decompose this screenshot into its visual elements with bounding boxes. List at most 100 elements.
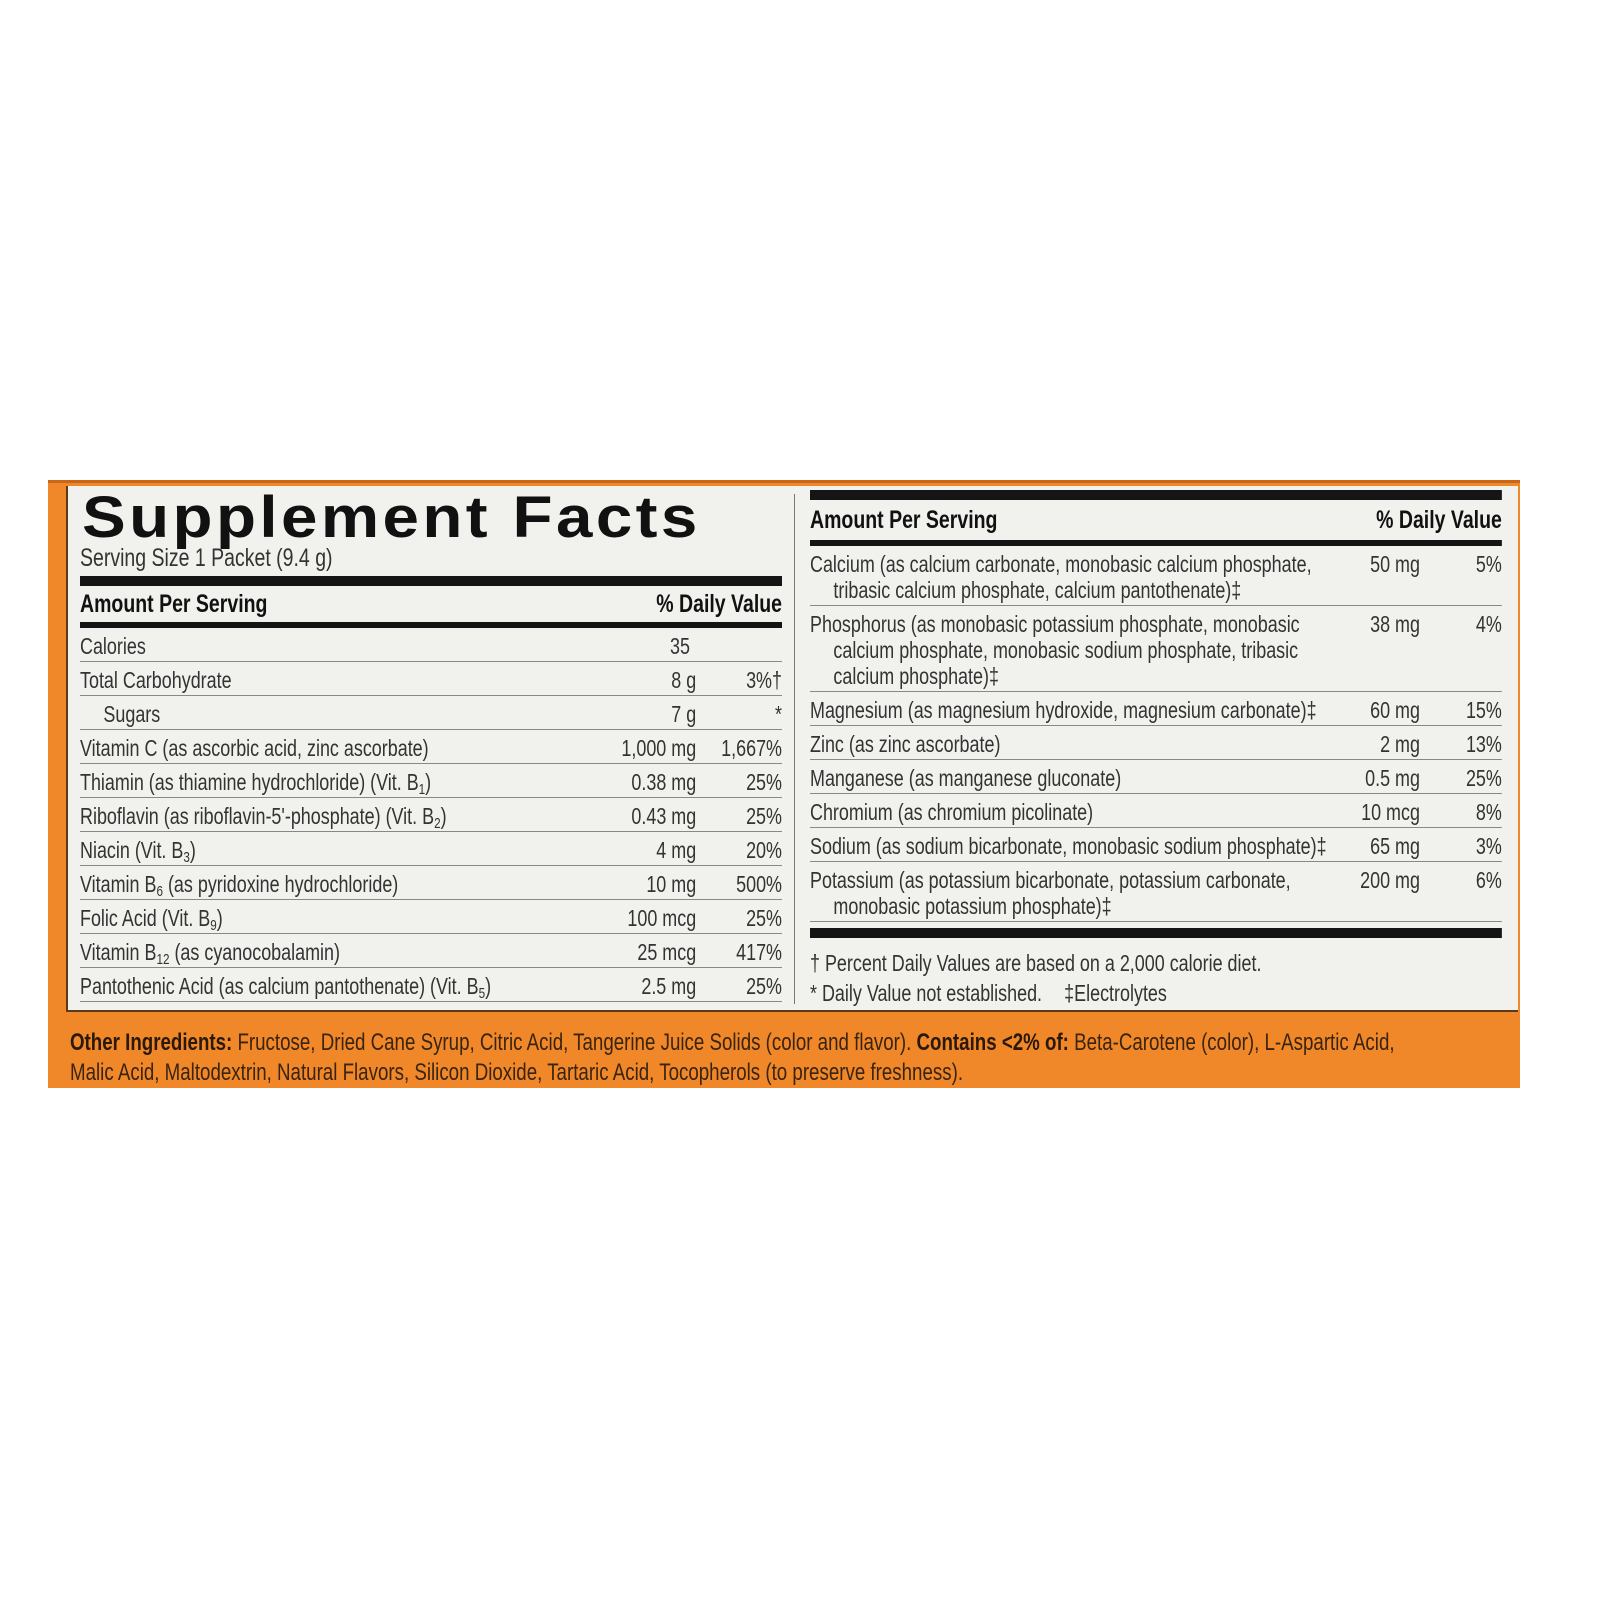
nutrient-name-text: Zinc (as zinc ascorbate): [810, 731, 1001, 757]
nutrient-name: Sugars: [103, 701, 160, 727]
nutrient-amount: 35: [669, 633, 690, 659]
nutrient-amount: 0.43 mg: [631, 803, 697, 829]
header-amount-per-serving: Amount Per Serving: [810, 506, 998, 534]
nutrient-daily-value: 25%: [1465, 765, 1502, 791]
nutrient-daily-value: 417%: [736, 939, 782, 965]
nutrient-name-text: Niacin (Vit. B: [80, 837, 184, 863]
nutrient-daily-value: 20%: [746, 837, 782, 863]
nutrient-row: Folic Acid (Vit. B9) 100 mcg 25%: [80, 900, 782, 934]
nutrient-daily-value: 5%: [1475, 551, 1502, 577]
nutrient-amount: 0.38 mg: [631, 769, 697, 795]
nutrient-name-suffix: ): [216, 905, 223, 931]
nutrient-name: Thiamin (as thiamine hydrochloride) (Vit…: [80, 769, 431, 798]
nutrient-row: Zinc (as zinc ascorbate) 2 mg 13%: [810, 726, 1502, 760]
nutrient-name-text: Riboflavin (as riboflavin-5'-phosphate) …: [80, 803, 435, 829]
nutrient-name: Chromium (as chromium picolinate): [810, 799, 1093, 825]
nutrient-name-suffix: ): [189, 837, 196, 863]
nutrient-amount: 10 mg: [646, 871, 697, 897]
header-daily-value: % Daily Value: [656, 590, 782, 618]
nutrient-row: Magnesium (as magnesium hydroxide, magne…: [810, 692, 1502, 726]
nutrient-amount: 200 mg: [1360, 867, 1420, 893]
subscript: 1: [418, 781, 426, 798]
nutrient-name: Magnesium (as magnesium hydroxide, magne…: [810, 697, 1317, 723]
subscript: 2: [434, 815, 441, 832]
serving-size: Serving Size 1 Packet (9.4 g): [80, 544, 333, 572]
nutrient-name-continued: calcium phosphate, monobasic sodium phos…: [833, 637, 1299, 663]
nutrient-daily-value: 500%: [736, 871, 782, 897]
nutrient-amount: 65 mg: [1370, 833, 1420, 859]
nutrient-name: Calcium (as calcium carbonate, monobasic…: [810, 551, 1312, 603]
nutrient-amount: 1,000 mg: [621, 735, 697, 761]
nutrient-row: Thiamin (as thiamine hydrochloride) (Vit…: [80, 764, 782, 798]
nutrient-daily-value: 25%: [746, 973, 782, 999]
nutrient-name-suffix: (as cyanocobalamin): [169, 939, 340, 965]
footnote-electrolytes: ‡Electrolytes: [1064, 980, 1167, 1006]
nutrient-row: Manganese (as manganese gluconate) 0.5 mg…: [810, 760, 1502, 794]
contains-label: Contains <2% of:: [916, 1029, 1069, 1056]
left-column: Serving Size 1 Packet (9.4 g) Amount Per…: [80, 540, 782, 1002]
nutrient-name: Vitamin B12 (as cyanocobalamin): [80, 939, 340, 968]
nutrient-name: Calories: [80, 633, 146, 659]
nutrient-amount: 8 g: [671, 667, 697, 693]
nutrient-row: Calcium (as calcium carbonate, monobasic…: [810, 546, 1502, 606]
right-nutrient-rows: Calcium (as calcium carbonate, monobasic…: [810, 546, 1502, 922]
right-column: Amount Per Serving % Daily Value Calcium…: [810, 490, 1502, 1008]
nutrient-amount: 38 mg: [1370, 611, 1420, 637]
nutrient-name-text: Pantothenic Acid (as calcium pantothenat…: [80, 973, 479, 999]
subscript: 9: [210, 917, 217, 934]
nutrient-row: Potassium (as potassium bicarbonate, pot…: [810, 862, 1502, 922]
nutrient-amount: 100 mcg: [627, 905, 697, 931]
footnote-not-established: * Daily Value not established.: [810, 980, 1043, 1006]
nutrient-name: Sodium (as sodium bicarbonate, monobasic…: [810, 833, 1327, 859]
subscript: 3: [183, 849, 190, 866]
nutrient-name: Phosphorus (as monobasic potassium phosp…: [810, 611, 1300, 689]
nutrient-name-text: Magnesium (as magnesium hydroxide, magne…: [810, 697, 1317, 723]
thick-rule: [810, 490, 1502, 500]
nutrient-name: Potassium (as potassium bicarbonate, pot…: [810, 867, 1291, 919]
footnote-row: * Daily Value not established. ‡Electrol…: [810, 978, 1502, 1008]
nutrient-daily-value: 25%: [746, 769, 782, 795]
subscript: 12: [156, 951, 170, 968]
nutrient-name: Riboflavin (as riboflavin-5'-phosphate) …: [80, 803, 447, 832]
nutrient-name-text: Potassium (as potassium bicarbonate, pot…: [810, 867, 1291, 893]
nutrient-name-suffix: (as pyridoxine hydrochloride): [162, 871, 399, 897]
nutrient-name: Zinc (as zinc ascorbate): [810, 731, 1000, 757]
nutrient-row: Vitamin C (as ascorbic acid, zinc ascorb…: [80, 730, 782, 764]
nutrient-row: Total Carbohydrate 8 g 3%†: [80, 662, 782, 696]
nutrient-row: Chromium (as chromium picolinate) 10 mcg 8…: [810, 794, 1502, 828]
nutrient-name-text: Thiamin (as thiamine hydrochloride) (Vit…: [80, 769, 419, 795]
thick-rule: [80, 576, 782, 586]
nutrient-name-continued: tribasic calcium phosphate, calcium pant…: [833, 577, 1242, 603]
nutrient-name-text: Sodium (as sodium bicarbonate, monobasic…: [810, 833, 1327, 859]
thick-rule: [810, 928, 1502, 938]
nutrient-daily-value: 3%†: [746, 667, 782, 693]
nutrient-amount: 2.5 mg: [641, 973, 697, 999]
nutrient-name-text: Calcium (as calcium carbonate, monobasic…: [810, 551, 1312, 577]
nutrient-amount: 7 g: [671, 701, 697, 727]
nutrient-daily-value: 4%: [1475, 611, 1502, 637]
column-header: Amount Per Serving % Daily Value: [810, 500, 1502, 540]
ingredients-text: Fructose, Dried Cane Syrup, Citric Acid,…: [232, 1029, 917, 1056]
nutrient-daily-value: 1,667%: [721, 735, 782, 761]
subscript: 5: [478, 985, 486, 1002]
nutrient-amount: 25 mcg: [637, 939, 697, 965]
nutrient-row: Sodium (as sodium bicarbonate, monobasic…: [810, 828, 1502, 862]
panel-title: Supplement Facts: [82, 485, 701, 550]
nutrient-name-text: Total Carbohydrate: [80, 667, 232, 693]
footnote-daily-values: † Percent Daily Values are based on a 2,…: [810, 950, 1262, 976]
nutrient-name-text: Folic Acid (Vit. B: [80, 905, 211, 931]
nutrient-name-continued: monobasic potassium phosphate)‡: [833, 893, 1112, 919]
nutrient-daily-value: *: [775, 701, 782, 727]
nutrient-amount: 0.5 mg: [1365, 765, 1420, 791]
nutrient-daily-value: 13%: [1465, 731, 1502, 757]
nutrient-name-text: Manganese (as manganese gluconate): [810, 765, 1122, 791]
nutrient-row: Phosphorus (as monobasic potassium phosp…: [810, 606, 1502, 692]
column-header: Amount Per Serving % Daily Value: [80, 586, 782, 622]
nutrient-name-text: Chromium (as chromium picolinate): [810, 799, 1094, 825]
nutrient-name-suffix: ): [440, 803, 447, 829]
nutrient-amount: 2 mg: [1380, 731, 1420, 757]
nutrient-amount: 4 mg: [656, 837, 697, 863]
nutrient-amount: 50 mg: [1370, 551, 1420, 577]
nutrient-name-text: Calories: [80, 633, 146, 659]
contains-text: Beta-Carotene (color), L-Aspartic Acid, …: [70, 1029, 1395, 1086]
